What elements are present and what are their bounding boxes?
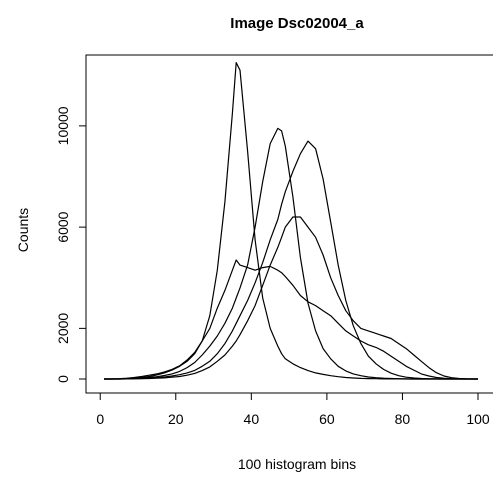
x-tick-label: 100 (466, 411, 490, 427)
x-tick-label: 0 (96, 411, 104, 427)
plot-frame (85, 54, 493, 394)
x-axis: 0 20 40 60 80 100 (96, 392, 490, 427)
series-line-4 (104, 140, 478, 380)
y-axis-label: Counts (15, 208, 31, 252)
x-axis-label: 100 histogram bins (238, 456, 356, 472)
y-tick-label: 0 (55, 375, 71, 383)
y-tick-label: 10000 (55, 106, 71, 145)
y-axis: 0 2000 6000 10000 (55, 106, 87, 383)
series-group (104, 61, 479, 380)
plot-area (85, 54, 493, 394)
series-line-5 (104, 216, 479, 380)
x-tick-label: 60 (319, 411, 335, 427)
x-tick-label: 40 (244, 411, 260, 427)
y-tick-label: 2000 (55, 313, 71, 344)
series-line-2 (104, 259, 478, 380)
series-line-3 (104, 127, 478, 380)
y-tick-label: 6000 (55, 211, 71, 242)
x-tick-label: 80 (395, 411, 411, 427)
x-tick-label: 20 (168, 411, 184, 427)
series-line-1 (104, 61, 478, 380)
chart-title: Image Dsc02004_a (230, 15, 364, 32)
